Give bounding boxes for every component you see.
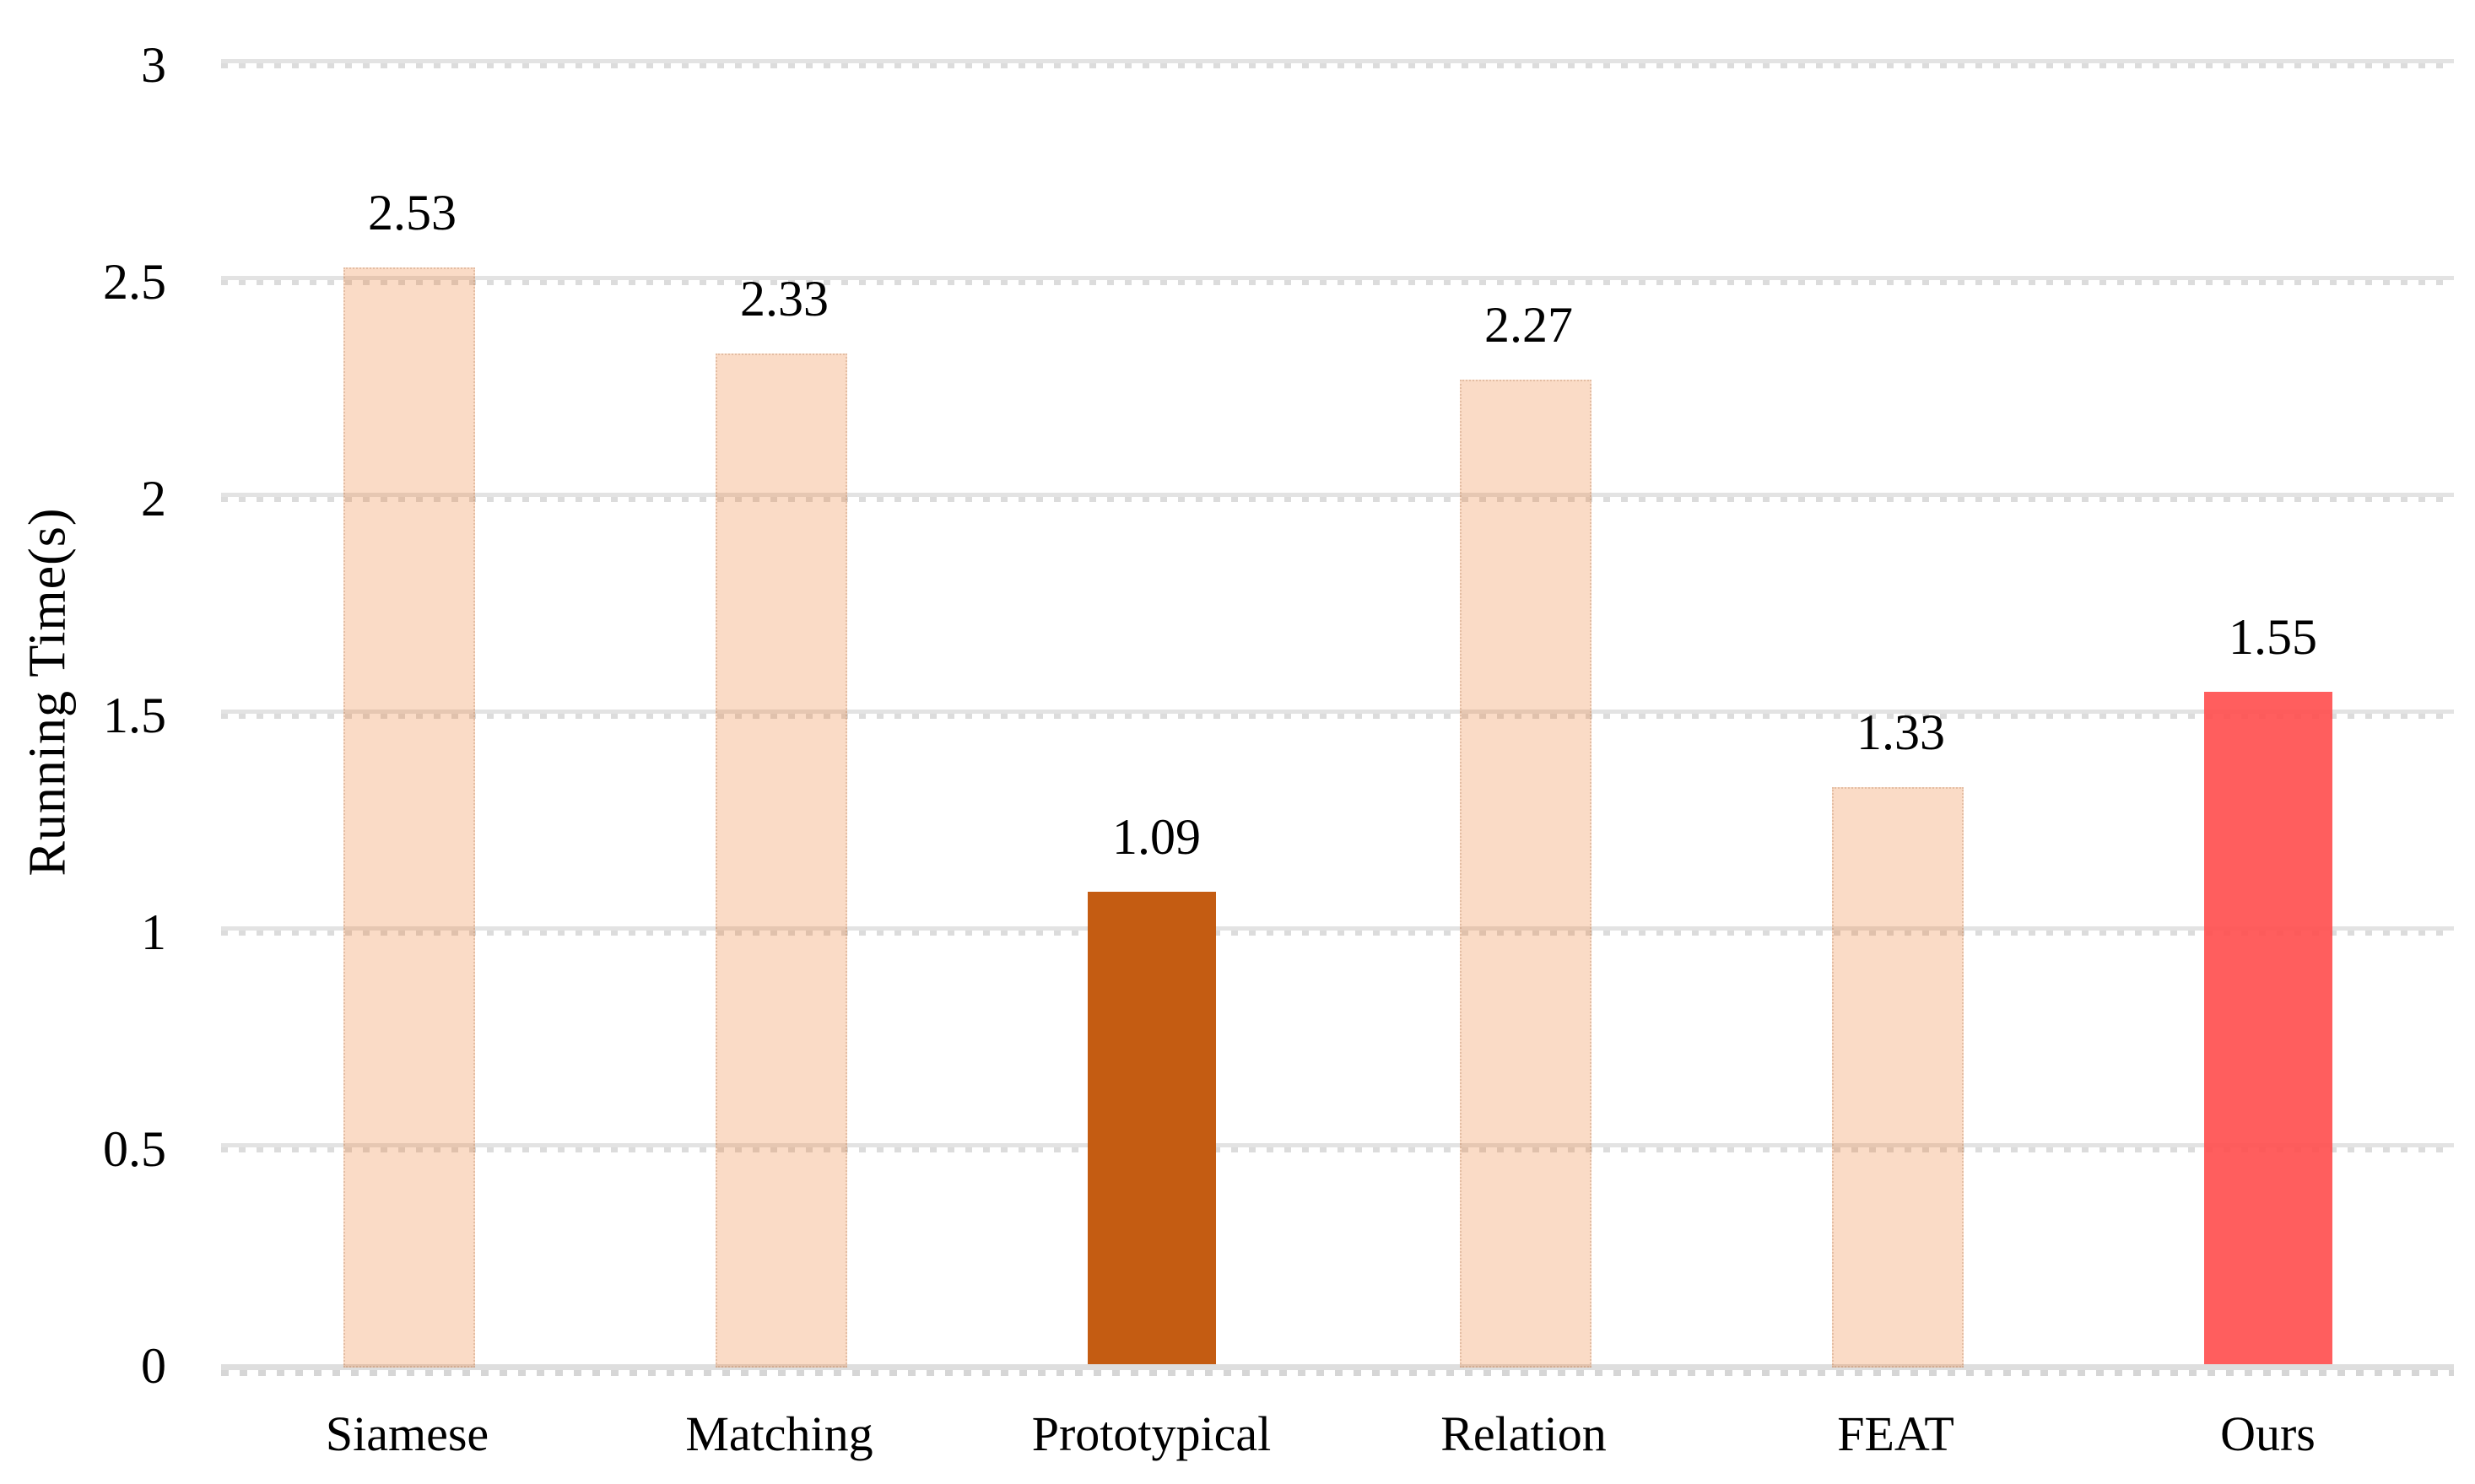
bar-matching: [715, 353, 847, 1368]
gridline-1: [221, 926, 2454, 936]
y-tick-label: 2.5: [103, 254, 166, 310]
y-tick-label: 1: [141, 904, 166, 960]
value-label-relation: 2.27: [1484, 297, 1573, 353]
x-axis-line: [221, 1364, 2454, 1376]
value-label-siamese: 2.53: [368, 184, 457, 240]
value-label-feat: 1.33: [1856, 704, 1945, 761]
gridline-2.5: [221, 276, 2454, 285]
x-category-label-siamese: Siamese: [325, 1406, 489, 1461]
y-tick-label: 0: [141, 1338, 166, 1394]
bar-relation: [1459, 380, 1591, 1368]
y-tick-label: 1.5: [103, 688, 166, 743]
bar-prototypical: [1087, 891, 1216, 1364]
bar-siamese: [343, 267, 475, 1368]
bar-ours: [2203, 692, 2332, 1364]
bar-feat: [1831, 787, 1964, 1368]
gridline-0.5: [221, 1143, 2454, 1152]
x-category-label-feat: FEAT: [1837, 1406, 1954, 1461]
gridline-3: [221, 59, 2454, 68]
x-category-label-matching: Matching: [685, 1406, 873, 1461]
gridline-1.5: [221, 710, 2454, 719]
value-label-matching: 2.33: [740, 271, 829, 327]
x-category-label-ours: Ours: [2220, 1406, 2316, 1461]
value-label-ours: 1.55: [2229, 609, 2317, 666]
gridline-2: [221, 493, 2454, 502]
y-tick-label: 3: [141, 37, 166, 93]
y-tick-label: 2: [141, 471, 166, 526]
value-label-prototypical: 1.09: [1112, 808, 1201, 865]
y-tick-label: 0.5: [103, 1121, 166, 1177]
x-category-label-relation: Relation: [1440, 1406, 1607, 1461]
x-category-label-prototypical: Prototypical: [1031, 1406, 1272, 1461]
